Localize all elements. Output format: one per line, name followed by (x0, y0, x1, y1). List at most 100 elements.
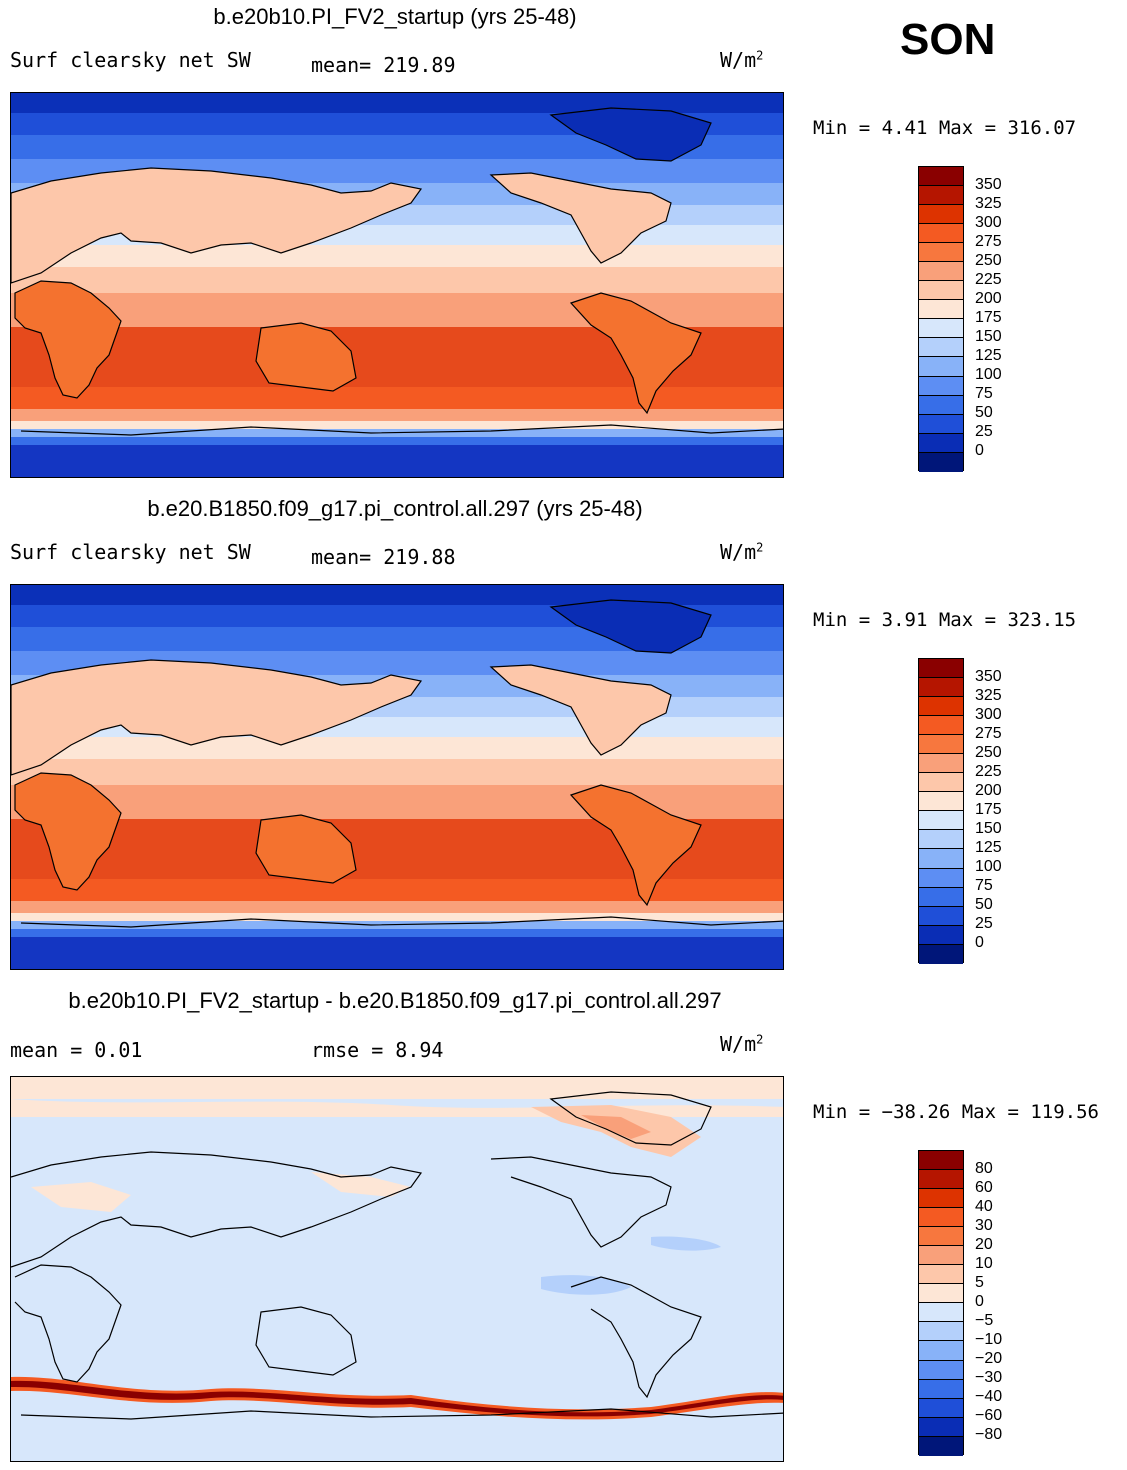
colorbar-swatch (919, 925, 963, 945)
panel-1-tick: 300 (975, 214, 1002, 231)
panel-1-mean-label: mean= 219.89 (311, 53, 456, 77)
colorbar-swatch (919, 1170, 963, 1190)
panel-2-tick: 75 (975, 877, 993, 894)
panel-3-rmse-label: rmse = 8.94 (311, 1038, 444, 1062)
panel-1-field (11, 93, 783, 477)
panel-2-mean-label: mean= 219.88 (311, 545, 456, 569)
panel-3-units: W/m2 (720, 1032, 764, 1056)
panel-1-tick: 250 (975, 252, 1002, 269)
colorbar-swatch (919, 1398, 963, 1418)
panel-2-tick: 175 (975, 801, 1002, 818)
panel-1-map (10, 92, 784, 478)
colorbar-swatch (919, 1208, 963, 1228)
colorbar-swatch (919, 1360, 963, 1380)
panel-2-units: W/m2 (720, 540, 764, 564)
colorbar-swatch (919, 773, 963, 793)
colorbar-swatch (919, 1189, 963, 1209)
panel-1-colorbar (918, 166, 964, 472)
colorbar-swatch (919, 792, 963, 812)
colorbar-swatch (919, 1341, 963, 1361)
colorbar-swatch (919, 944, 963, 964)
panel-1-tick: 150 (975, 328, 1002, 345)
colorbar-swatch (919, 849, 963, 869)
panel-1-variable-label: Surf clearsky net SW (10, 48, 251, 72)
panel-2-tick: 200 (975, 782, 1002, 799)
panel-3-tick: 30 (975, 1217, 993, 1234)
colorbar-swatch (919, 300, 963, 320)
colorbar-swatch (919, 1379, 963, 1399)
colorbar-swatch (919, 1227, 963, 1247)
panel-2-tick: 225 (975, 763, 1002, 780)
colorbar-swatch (919, 167, 963, 187)
colorbar-swatch (919, 224, 963, 244)
panel-3-tick: −10 (975, 1331, 1003, 1348)
panel-2-tick: 350 (975, 668, 1002, 685)
colorbar-swatch (919, 716, 963, 736)
colorbar-swatch (919, 1436, 963, 1456)
panel-2-map (10, 584, 784, 970)
panel-1-tick: 75 (975, 385, 993, 402)
colorbar-swatch (919, 186, 963, 206)
panel-1-tick: 225 (975, 271, 1002, 288)
panel-2-tick: 125 (975, 839, 1002, 856)
panel-3-colorbar (918, 1150, 964, 1456)
panel-1-tick: 350 (975, 176, 1002, 193)
panel-1-tick: 50 (975, 404, 993, 421)
panel-1-min-max: Min = 4.41 Max = 316.07 (813, 117, 1077, 139)
panel-1-tick: 175 (975, 309, 1002, 326)
colorbar-swatch (919, 1322, 963, 1342)
colorbar-swatch (919, 243, 963, 263)
colorbar-swatch (919, 376, 963, 396)
colorbar-swatch (919, 1284, 963, 1304)
panel-1-tick: 275 (975, 233, 1002, 250)
colorbar-swatch (919, 262, 963, 282)
panel-2-tick: 325 (975, 687, 1002, 704)
colorbar-swatch (919, 357, 963, 377)
panel-2-tick: 50 (975, 896, 993, 913)
panel-3-map (10, 1076, 784, 1462)
panel-2-field (11, 585, 783, 969)
panel-2-tick: 250 (975, 744, 1002, 761)
colorbar-swatch (919, 338, 963, 358)
colorbar-swatch (919, 830, 963, 850)
panel-2-tick: 150 (975, 820, 1002, 837)
panel-3-tick: −30 (975, 1369, 1003, 1386)
colorbar-swatch (919, 319, 963, 339)
panel-3-title: b.e20b10.PI_FV2_startup - b.e20.B1850.f0… (68, 988, 722, 1013)
panel-2-min-max: Min = 3.91 Max = 323.15 (813, 609, 1077, 631)
colorbar-swatch (919, 414, 963, 434)
panel-2-tick: 0 (975, 934, 984, 951)
season-label: SON (900, 15, 996, 64)
panel-3-field (11, 1077, 783, 1461)
panel-2-title: b.e20.B1850.f09_g17.pi_control.all.297 (… (147, 496, 643, 521)
colorbar-swatch (919, 887, 963, 907)
panel-2-tick: 25 (975, 915, 993, 932)
panel-1-tick: 25 (975, 423, 993, 440)
panel-3-tick: 5 (975, 1274, 984, 1291)
panel-3-tick: 60 (975, 1179, 993, 1196)
panel-2-tick: 100 (975, 858, 1002, 875)
colorbar-swatch (919, 1303, 963, 1323)
panel-3-tick: 0 (975, 1293, 984, 1310)
panel-2-variable-label: Surf clearsky net SW (10, 540, 251, 564)
colorbar-swatch (919, 868, 963, 888)
panel-1-tick: 100 (975, 366, 1002, 383)
colorbar-swatch (919, 395, 963, 415)
panel-3-tick: 20 (975, 1236, 993, 1253)
panel-3-tick: −60 (975, 1407, 1003, 1424)
colorbar-swatch (919, 1246, 963, 1266)
colorbar-swatch (919, 811, 963, 831)
panel-1-units: W/m2 (720, 48, 764, 72)
panel-3-min-max: Min = −38.26 Max = 119.56 (813, 1101, 1099, 1123)
panel-3-tick: 80 (975, 1160, 993, 1177)
colorbar-swatch (919, 1417, 963, 1437)
panel-3-tick: −5 (975, 1312, 994, 1329)
panel-1-tick: 200 (975, 290, 1002, 307)
panel-1-tick: 325 (975, 195, 1002, 212)
colorbar-swatch (919, 1265, 963, 1285)
panel-3-tick: 40 (975, 1198, 993, 1215)
panel-1-tick: 0 (975, 442, 984, 459)
colorbar-swatch (919, 452, 963, 472)
panel-3-tick: −80 (975, 1426, 1003, 1443)
panel-3-tick: −40 (975, 1388, 1003, 1405)
